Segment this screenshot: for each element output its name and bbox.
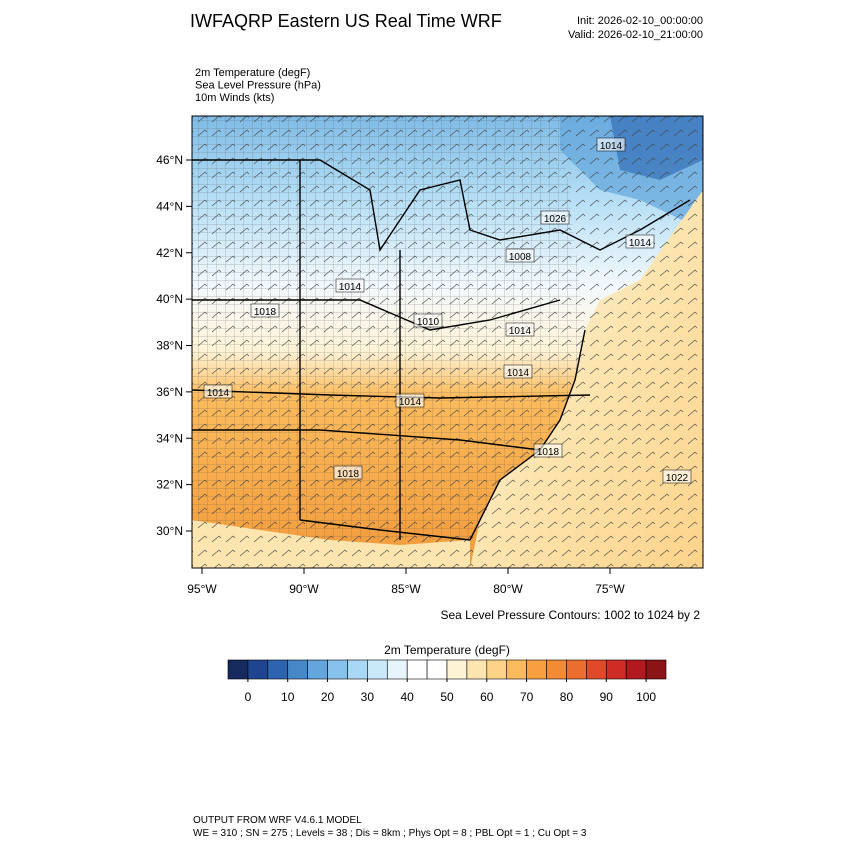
isobar-label: 1018 bbox=[537, 447, 560, 458]
lat-tick-label: 32°N bbox=[156, 478, 183, 492]
isobar-label-box bbox=[203, 384, 233, 399]
isobar-label: 1018 bbox=[337, 469, 360, 480]
colorbar-box bbox=[546, 659, 567, 680]
colorbar-box bbox=[426, 659, 448, 680]
isobar-label-box bbox=[505, 322, 535, 337]
colorbar-box bbox=[327, 659, 348, 680]
isobar-label: 1022 bbox=[666, 473, 689, 484]
isobar-labels: 1014 1026 1014 1008 1014 1018 1010 1014 1014 1014… bbox=[203, 137, 692, 484]
field-label: 2m Temperature (degF) bbox=[195, 67, 310, 79]
isobar-label-box bbox=[335, 278, 365, 293]
lon-tick-label: 90°W bbox=[289, 582, 319, 596]
colorbar-box bbox=[446, 659, 468, 680]
colorbar-tick-label: 80 bbox=[560, 690, 574, 704]
field-label: 10m Winds (kts) bbox=[195, 92, 274, 104]
isobar-label-box bbox=[596, 137, 626, 152]
colorbar-tick-label: 0 bbox=[245, 690, 252, 704]
isobar-label-box bbox=[533, 443, 563, 458]
colorbar-tick-label: 100 bbox=[636, 690, 656, 704]
isobar-label-box bbox=[625, 234, 655, 249]
colorbar-box bbox=[347, 659, 368, 680]
colorbar-box bbox=[287, 659, 308, 680]
lat-tick-label: 34°N bbox=[156, 431, 183, 445]
wind-barbs bbox=[192, 116, 703, 568]
colorbar-box bbox=[586, 659, 607, 680]
colorbar-tick-label: 90 bbox=[600, 690, 614, 704]
isobar-label: 1018 bbox=[254, 307, 277, 318]
isobar-label: 1014 bbox=[509, 326, 532, 337]
init-time: Init: 2026-02-10_00:00:00 bbox=[577, 15, 703, 27]
colorbar-box bbox=[506, 659, 527, 680]
colorbar-box bbox=[645, 659, 667, 680]
footer-settings: WE = 310 ; SN = 275 ; Levels = 38 ; Dis … bbox=[193, 828, 587, 839]
colorbar-box bbox=[267, 659, 289, 680]
isobar-label: 1014 bbox=[207, 388, 230, 399]
title: IWFAQRP Eastern US Real Time WRF bbox=[190, 11, 502, 31]
map-frame bbox=[191, 115, 704, 569]
lon-tick-label: 80°W bbox=[493, 582, 523, 596]
lon-tick-label: 75°W bbox=[595, 582, 625, 596]
field-label: Sea Level Pressure (hPa) bbox=[195, 80, 321, 92]
colorbar-box bbox=[386, 659, 408, 680]
colorbar-tick-label: 10 bbox=[281, 690, 295, 704]
colorbar-box bbox=[466, 659, 488, 680]
isobar-label: 1014 bbox=[600, 141, 623, 152]
isobar-label-box bbox=[505, 248, 535, 263]
lat-tick-label: 42°N bbox=[156, 246, 183, 260]
isobar-label: 1014 bbox=[507, 368, 530, 379]
axis-ticks: 30°N 32°N 34°N 36°N 38°N 40°N 42°N 44°N 46°N 95°W… bbox=[156, 153, 625, 596]
isobar-label: 1014 bbox=[629, 238, 652, 249]
colorbar: 0 10 20 30 40 50 60 70 80 90 100 bbox=[227, 659, 667, 704]
field-list: 2m Temperature (degF)Sea Level Pressure … bbox=[195, 67, 321, 104]
lat-tick-label: 46°N bbox=[156, 153, 183, 167]
isobar-label: 1014 bbox=[339, 282, 362, 293]
isobar-label: 1008 bbox=[509, 252, 532, 263]
colorbar-box bbox=[625, 659, 647, 680]
isobar-label-box bbox=[413, 313, 443, 328]
colorbar-tick-label: 40 bbox=[401, 690, 415, 704]
colorbar-box bbox=[605, 659, 627, 680]
colorbar-title: 2m Temperature (degF) bbox=[384, 643, 510, 657]
colorbar-box bbox=[307, 659, 328, 680]
lat-tick-label: 44°N bbox=[156, 199, 183, 213]
colorbar-box bbox=[247, 659, 269, 680]
colorbar-box bbox=[367, 659, 388, 680]
isobar-label-box bbox=[333, 465, 363, 480]
colorbar-tick-label: 70 bbox=[520, 690, 534, 704]
colorbar-tick-label: 20 bbox=[321, 690, 335, 704]
colorbar-box bbox=[566, 659, 587, 680]
isobar-label: 1014 bbox=[399, 397, 422, 408]
footer-model: OUTPUT FROM WRF V4.6.1 MODEL bbox=[193, 815, 362, 826]
isobar-label-box bbox=[395, 393, 425, 408]
colorbar-tick-label: 60 bbox=[480, 690, 494, 704]
colorbar-box bbox=[406, 659, 428, 680]
colorbar-box bbox=[526, 659, 547, 680]
isobar-label-box bbox=[250, 303, 280, 318]
lat-tick-label: 36°N bbox=[156, 385, 183, 399]
lat-tick-label: 38°N bbox=[156, 339, 183, 353]
lon-tick-label: 95°W bbox=[187, 582, 217, 596]
isobar-label-box bbox=[662, 469, 692, 484]
lon-tick-label: 85°W bbox=[391, 582, 421, 596]
lat-tick-label: 40°N bbox=[156, 292, 183, 306]
isobar-label: 1010 bbox=[417, 317, 440, 328]
colorbar-tick-label: 50 bbox=[440, 690, 454, 704]
isobar-label-box bbox=[540, 210, 570, 225]
isobar-label: 1026 bbox=[544, 214, 567, 225]
map bbox=[192, 116, 703, 568]
colorbar-box bbox=[486, 659, 508, 680]
colorbar-tick-label: 30 bbox=[361, 690, 375, 704]
valid-time: Valid: 2026-02-10_21:00:00 bbox=[568, 29, 703, 41]
lat-tick-label: 30°N bbox=[156, 524, 183, 538]
contour-note: Sea Level Pressure Contours: 1002 to 102… bbox=[441, 608, 701, 622]
isobar-label-box bbox=[503, 364, 533, 379]
colorbar-box bbox=[227, 659, 249, 680]
